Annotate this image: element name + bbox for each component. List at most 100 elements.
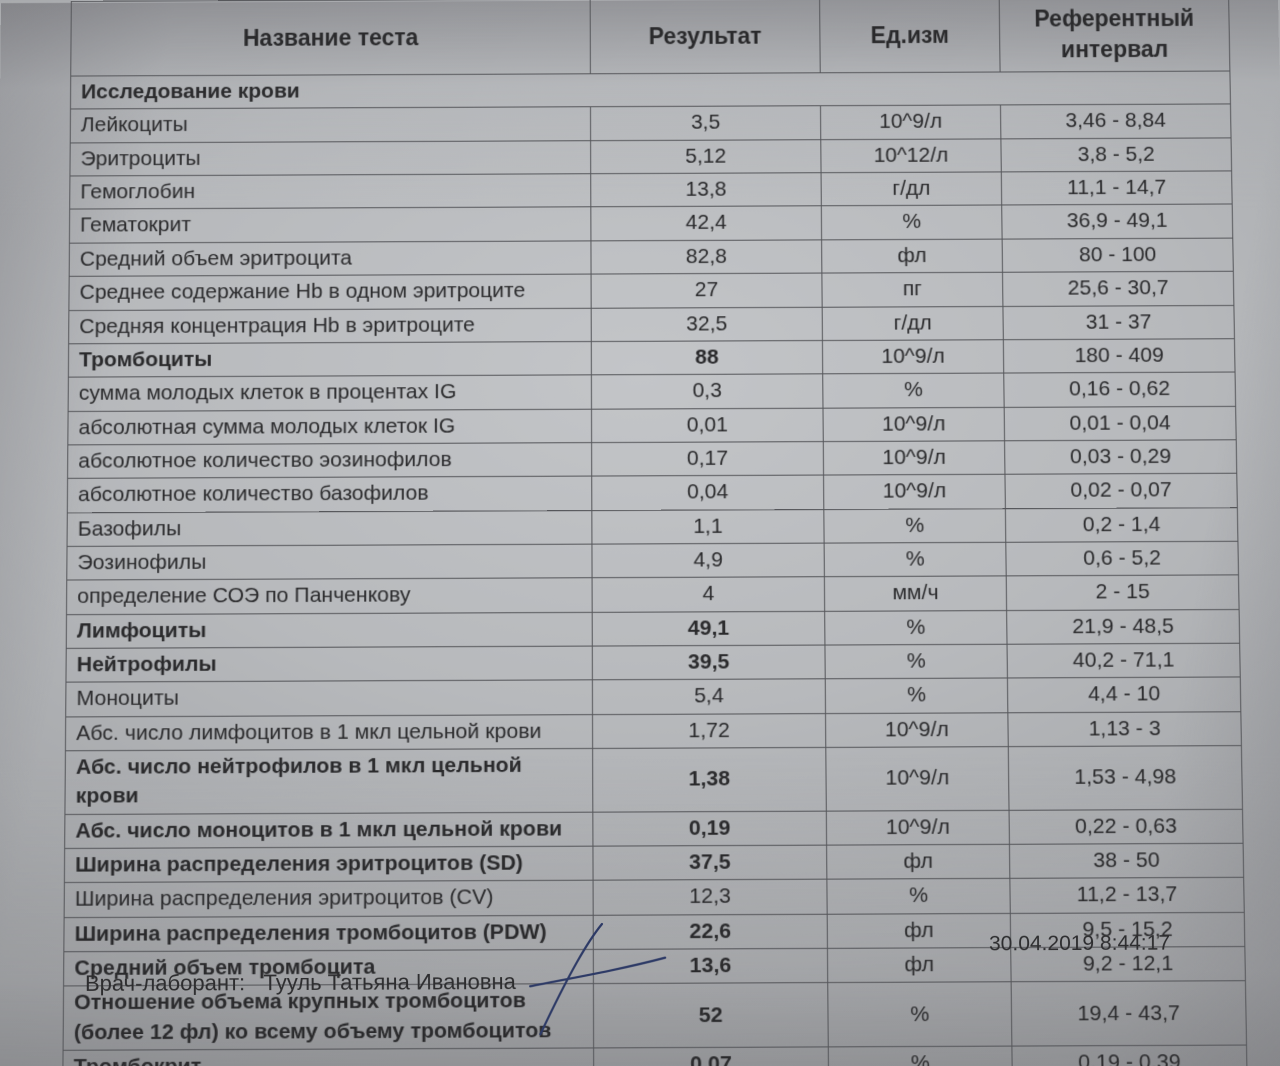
test-result: 42,4 bbox=[591, 206, 822, 240]
test-unit: % bbox=[825, 644, 1007, 679]
table-row: Ширина распределения эритроцитов (CV)12,… bbox=[64, 878, 1244, 918]
test-name: абсолютная сумма молодых клеток IG bbox=[68, 409, 592, 445]
test-reference: 0,01 - 0,04 bbox=[1004, 406, 1236, 441]
table-row: Средняя концентрация Hb в эритроците32,5… bbox=[69, 305, 1235, 344]
test-reference: 4,4 - 10 bbox=[1007, 677, 1240, 712]
section-title: Исследование крови bbox=[70, 71, 1230, 109]
table-row: Тромбоциты8810^9/л180 - 409 bbox=[68, 339, 1235, 378]
test-result: 5,4 bbox=[592, 679, 825, 714]
test-result: 0,19 bbox=[593, 811, 827, 846]
test-result: 49,1 bbox=[592, 611, 825, 646]
table-row: Лимфоциты49,1%21,9 - 48,5 bbox=[66, 609, 1239, 648]
test-unit: 10^12/л bbox=[821, 139, 1002, 173]
section-row: Исследование крови bbox=[70, 71, 1230, 109]
test-result: 52 bbox=[593, 983, 828, 1048]
test-reference: 0,03 - 0,29 bbox=[1005, 440, 1237, 475]
table-row: Нейтрофилы39,5%40,2 - 71,1 bbox=[66, 643, 1240, 682]
test-result: 37,5 bbox=[593, 845, 827, 880]
test-unit: фл bbox=[827, 844, 1010, 879]
test-reference: 0,19 - 0,39 bbox=[1012, 1045, 1247, 1066]
test-name: Средняя концентрация Hb в эритроците bbox=[69, 308, 592, 344]
test-unit: % bbox=[821, 205, 1002, 239]
test-result: 4 bbox=[592, 577, 825, 612]
table-row: Ширина распределения эритроцитов (SD)37,… bbox=[64, 843, 1243, 883]
table-row: Моноциты5,4%4,4 - 10 bbox=[66, 677, 1241, 716]
test-reference: 36,9 - 49,1 bbox=[1002, 204, 1233, 238]
test-result: 5,12 bbox=[591, 139, 821, 173]
test-name: Гемоглобин bbox=[70, 174, 591, 210]
test-reference: 0,16 - 0,62 bbox=[1004, 372, 1236, 407]
test-unit: 10^9/л bbox=[826, 712, 1009, 747]
test-name: Ширина распределения эритроцитов (SD) bbox=[64, 846, 593, 883]
test-name: Нейтрофилы bbox=[66, 646, 592, 682]
col-header-reference: Референтный интервал bbox=[999, 0, 1230, 72]
table-row: абсолютное количество базофилов0,0410^9/… bbox=[67, 473, 1237, 512]
test-unit: мм/ч bbox=[824, 576, 1006, 611]
test-name: Гематокрит bbox=[69, 207, 591, 243]
test-name: Средний объем эритроцита bbox=[69, 241, 591, 277]
test-name: Ширина распределения эритроцитов (CV) bbox=[64, 881, 593, 918]
test-name: Абс. число моноцитов в 1 мкл цельной кро… bbox=[65, 812, 593, 849]
test-name: Моноциты bbox=[66, 680, 593, 716]
test-unit: фл bbox=[827, 948, 1011, 983]
test-unit: % bbox=[827, 879, 1010, 914]
test-unit: % bbox=[823, 373, 1004, 407]
col-header-result: Результат bbox=[590, 0, 820, 74]
test-unit: % bbox=[825, 610, 1007, 645]
test-reference: 3,8 - 5,2 bbox=[1001, 138, 1232, 172]
test-unit: 10^9/л bbox=[823, 441, 1005, 476]
test-reference: 1,13 - 3 bbox=[1008, 711, 1242, 746]
test-reference: 31 - 37 bbox=[1003, 305, 1235, 340]
test-unit: фл bbox=[822, 239, 1003, 273]
test-result: 32,5 bbox=[591, 307, 822, 342]
table-header-row: Название теста Результат Ед.изм Референт… bbox=[71, 0, 1230, 76]
test-name: Абс. число лимфоцитов в 1 мкл цельной кр… bbox=[65, 714, 592, 751]
test-name: Тромбокрит bbox=[63, 1048, 594, 1066]
test-reference: 19,4 - 43,7 bbox=[1011, 981, 1246, 1046]
table-row: Абс. число лимфоцитов в 1 мкл цельной кр… bbox=[65, 711, 1241, 750]
table-row: Гематокрит42,4%36,9 - 49,1 bbox=[69, 204, 1232, 243]
table-row: Эозинофилы4,9%0,6 - 5,2 bbox=[67, 541, 1239, 580]
test-name: абсолютное количество базофилов bbox=[67, 476, 592, 512]
test-unit: 10^9/л bbox=[820, 105, 1000, 139]
table-row: Базофилы1,1%0,2 - 1,4 bbox=[67, 507, 1238, 546]
test-name: Тромбоциты bbox=[68, 341, 591, 377]
test-unit: % bbox=[828, 982, 1012, 1047]
test-reference: 180 - 409 bbox=[1003, 339, 1235, 374]
test-result: 1,72 bbox=[593, 713, 826, 748]
test-name: Базофилы bbox=[67, 510, 592, 546]
doctor-name: Тууль Татьяна Ивановна bbox=[264, 969, 516, 995]
test-unit: пг bbox=[822, 272, 1003, 306]
table-row: Гемоглобин13,8г/дл11,1 - 14,7 bbox=[70, 171, 1232, 209]
test-result: 1,38 bbox=[593, 747, 827, 811]
test-unit: фл bbox=[827, 913, 1011, 948]
test-unit: г/дл bbox=[822, 306, 1003, 340]
lab-results-table: Название теста Результат Ед.изм Референт… bbox=[62, 0, 1247, 1066]
test-unit: % bbox=[825, 678, 1008, 713]
table-row: Абс. число моноцитов в 1 мкл цельной кро… bbox=[65, 809, 1243, 849]
table-row: Лейкоциты3,510^9/л3,46 - 8,84 bbox=[70, 104, 1231, 142]
test-reference: 80 - 100 bbox=[1002, 238, 1233, 273]
test-reference: 38 - 50 bbox=[1009, 843, 1243, 878]
test-reference: 11,1 - 14,7 bbox=[1001, 171, 1232, 205]
test-reference: 0,22 - 0,63 bbox=[1009, 809, 1243, 844]
test-result: 22,6 bbox=[593, 914, 827, 950]
test-result: 3,5 bbox=[591, 106, 821, 140]
table-row: абсолютная сумма молодых клеток IG0,0110… bbox=[68, 406, 1236, 445]
test-result: 12,3 bbox=[593, 879, 827, 914]
test-name: Эритроциты bbox=[70, 140, 591, 176]
test-unit: г/дл bbox=[821, 172, 1002, 206]
col-header-unit: Ед.изм bbox=[820, 0, 1000, 73]
test-result: 0,3 bbox=[591, 374, 823, 409]
test-unit: 10^9/л bbox=[824, 474, 1006, 509]
test-reference: 0,2 - 1,4 bbox=[1005, 507, 1238, 542]
test-unit: % bbox=[828, 1046, 1012, 1066]
test-unit: 10^9/л bbox=[822, 340, 1003, 374]
table-row: определение СОЭ по Панченкову4мм/ч2 - 15 bbox=[66, 575, 1239, 614]
test-reference: 0,02 - 0,07 bbox=[1005, 473, 1237, 508]
test-result: 0,17 bbox=[592, 441, 824, 476]
table-row: абсолютное количество эозинофилов0,1710^… bbox=[68, 440, 1237, 479]
test-name: Ширина распределения тромбоцитов (PDW) bbox=[64, 915, 593, 952]
test-result: 13,8 bbox=[591, 173, 822, 207]
test-result: 0,04 bbox=[592, 475, 824, 510]
